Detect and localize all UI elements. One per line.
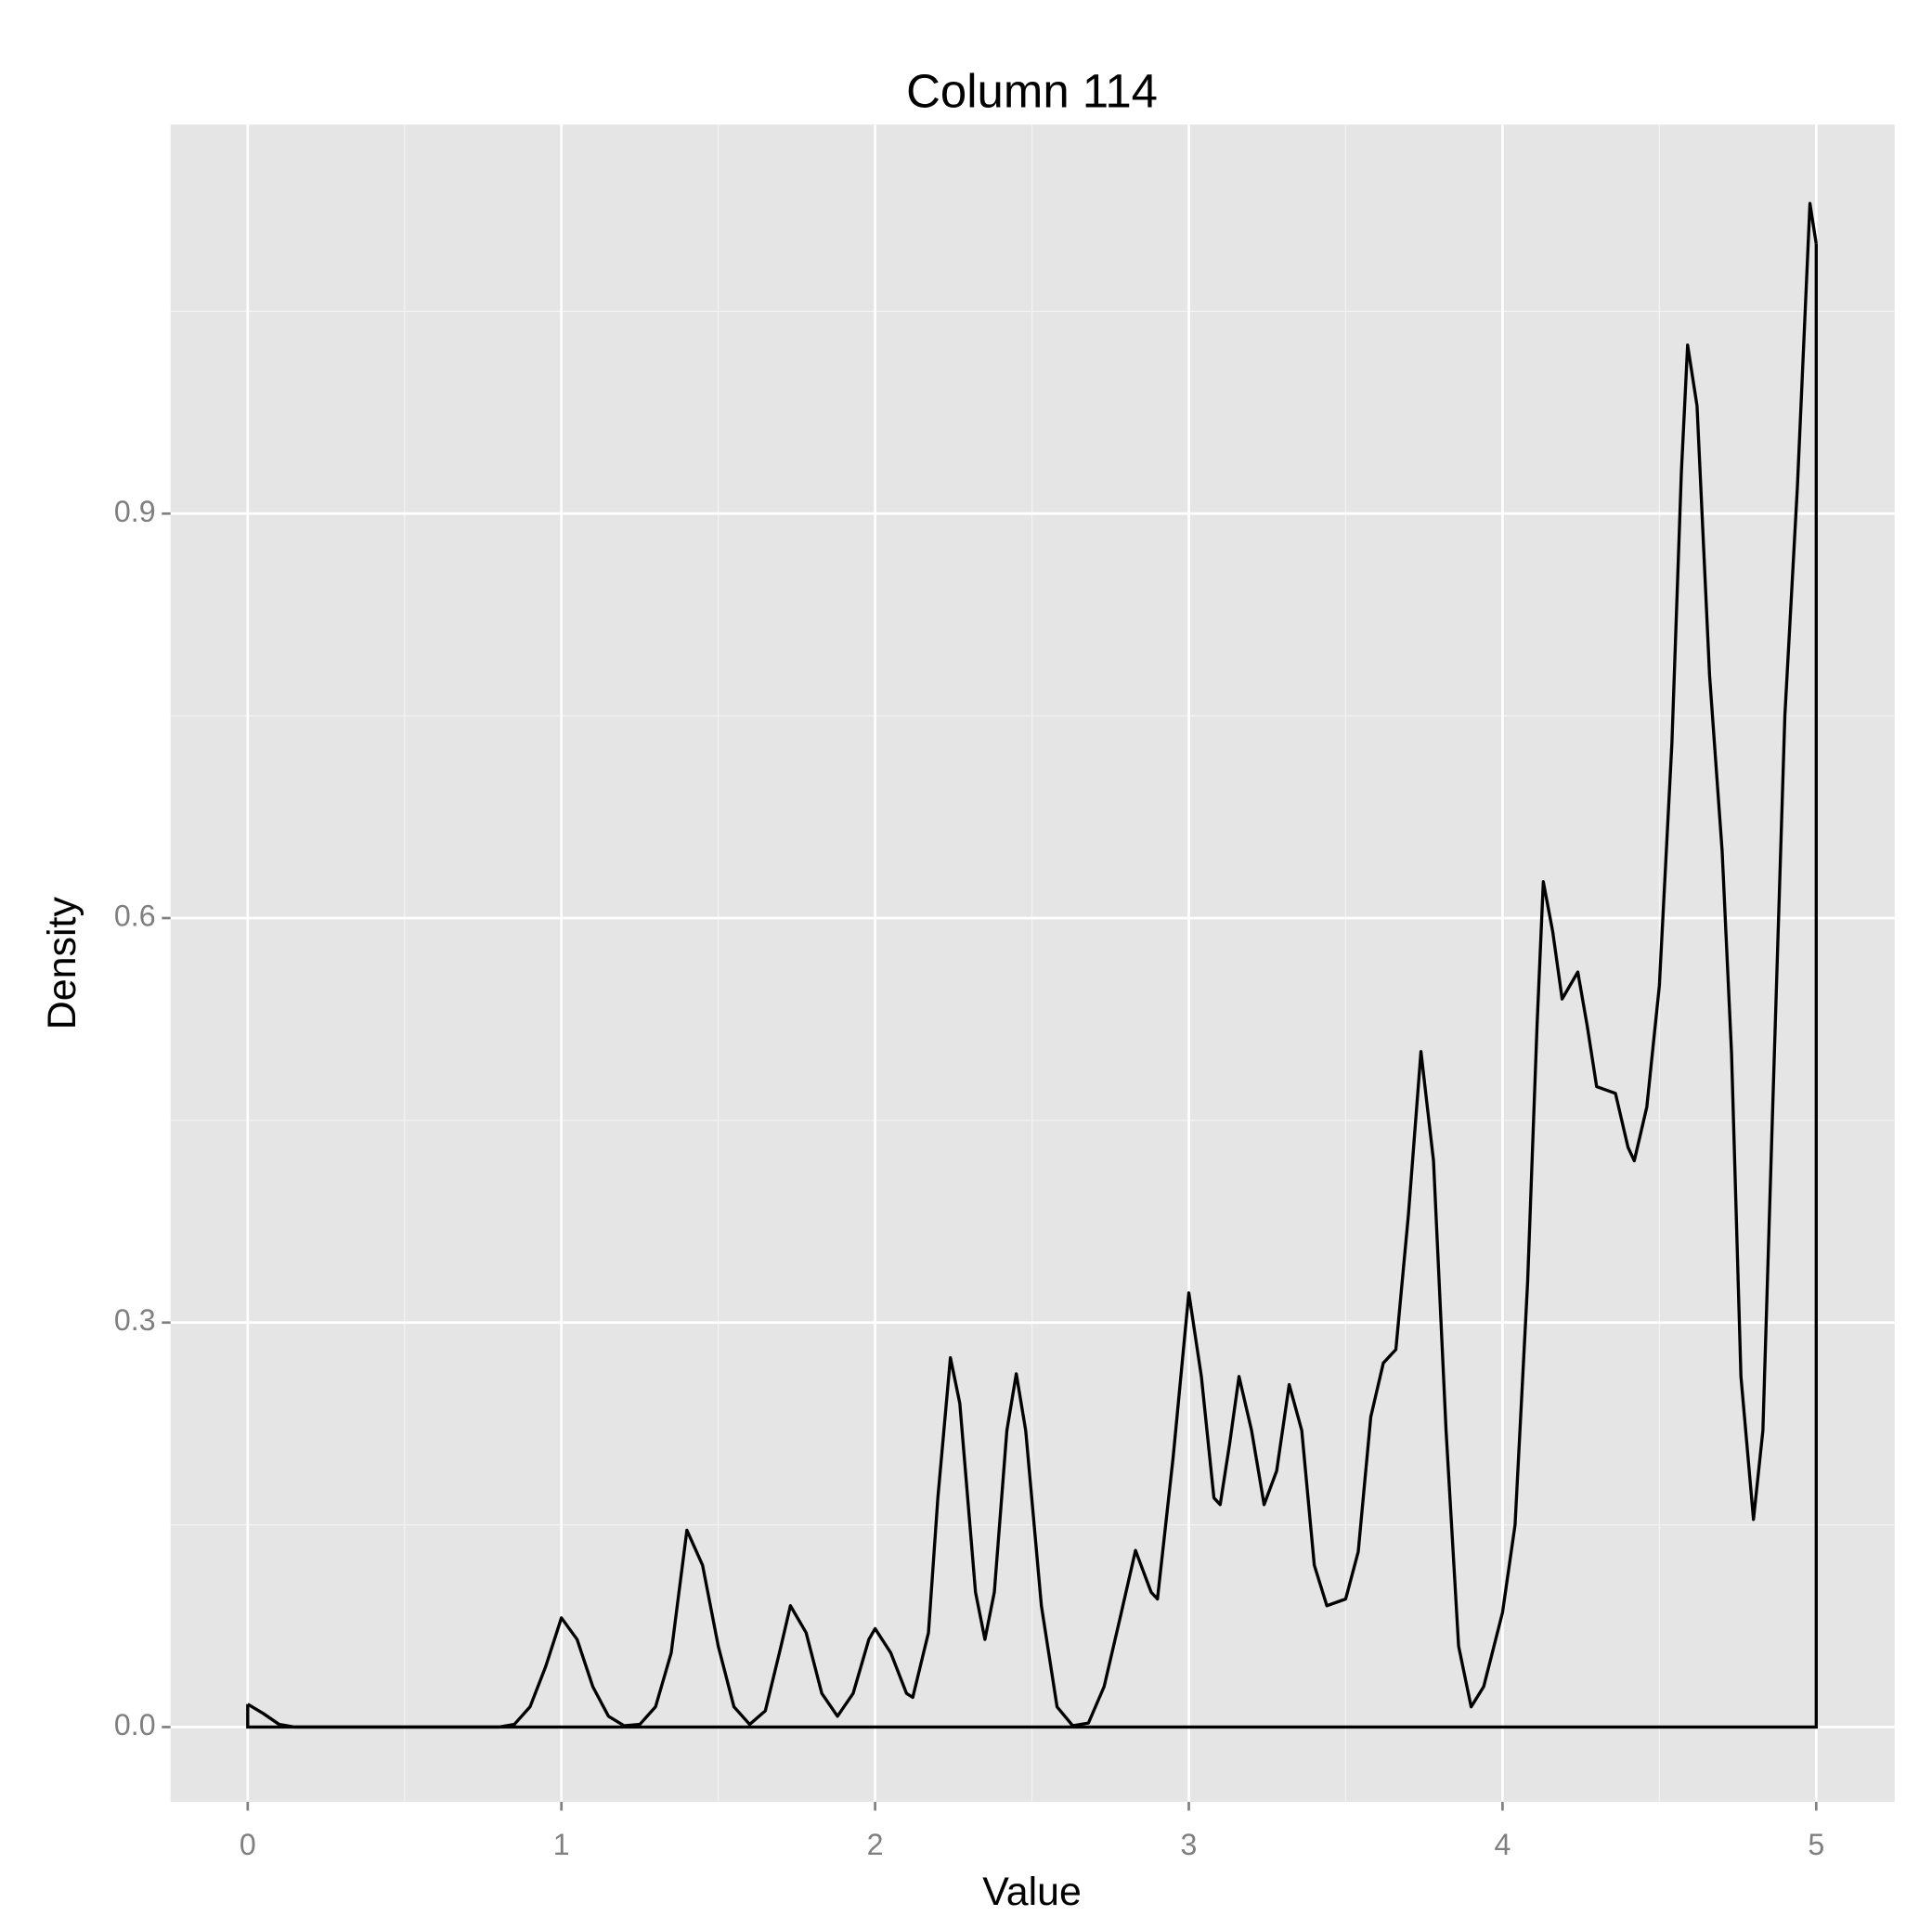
y-tick-label: 0.9 (114, 495, 156, 528)
x-tick-label: 3 (1181, 1828, 1198, 1861)
y-axis-title: Density (40, 897, 84, 1030)
y-tick-label: 0.3 (114, 1303, 156, 1337)
x-tick-label: 1 (553, 1828, 570, 1861)
x-tick-label: 2 (867, 1828, 884, 1861)
y-tick-label: 0.6 (114, 899, 156, 932)
x-axis-title: Value (982, 1870, 1082, 1914)
x-tick-label: 4 (1494, 1828, 1511, 1861)
chart-title: Column 114 (906, 64, 1158, 117)
y-tick-label: 0.0 (114, 1708, 156, 1741)
x-tick-label: 0 (240, 1828, 256, 1861)
density-outline (246, 243, 1818, 1729)
x-tick-label: 5 (1808, 1828, 1824, 1861)
density-line (246, 201, 1818, 1729)
panel (170, 124, 1895, 1803)
